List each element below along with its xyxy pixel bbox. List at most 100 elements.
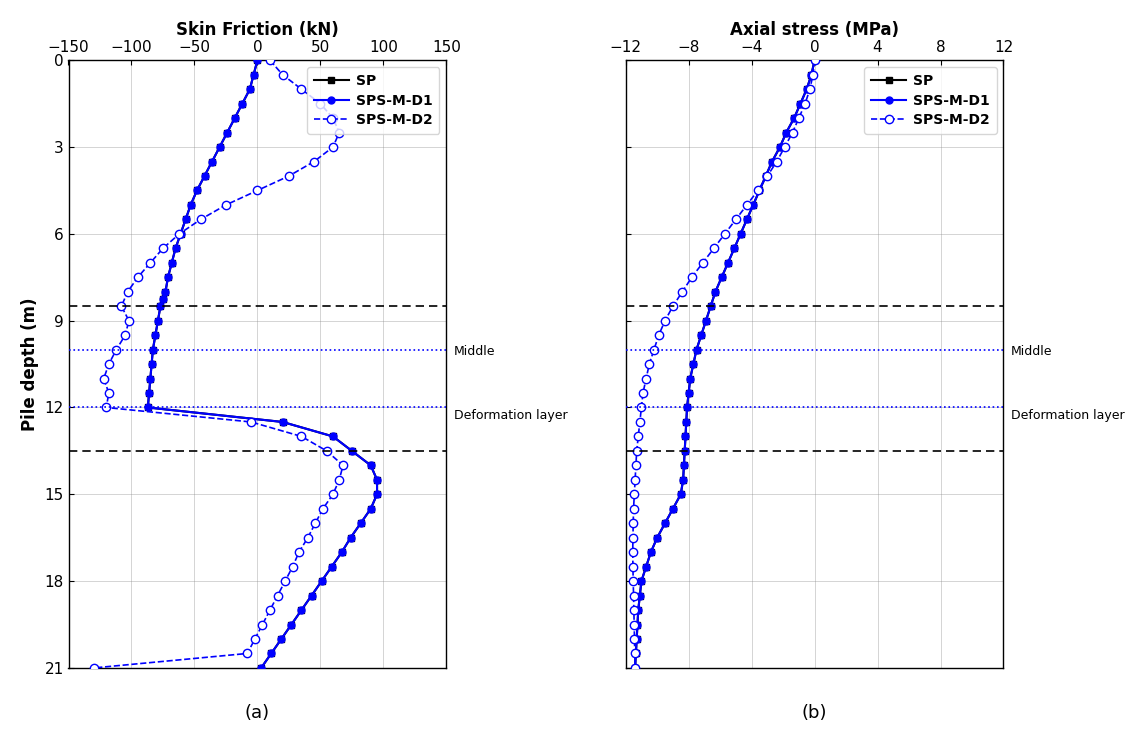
SPS-M-D2 (307, 157, 321, 166)
SPS-M-D1 (295, 605, 308, 614)
SP (141, 403, 155, 412)
SP (254, 663, 268, 672)
SPS-M-D1 (728, 244, 741, 253)
SPS-M-D2 (740, 201, 754, 210)
SPS-M-D1 (804, 70, 818, 79)
SPS-M-D2 (633, 417, 646, 426)
SPS-M-D1 (683, 374, 697, 383)
SP (156, 294, 170, 303)
SP (674, 490, 688, 499)
SPS-M-D1 (143, 374, 157, 383)
SPS-M-D2 (100, 403, 113, 412)
SPS-M-D1 (753, 186, 767, 195)
SPS-M-D1 (276, 417, 290, 426)
SPS-M-D2 (799, 99, 813, 108)
SPS-M-D2 (808, 56, 822, 64)
SPS-M-D1 (793, 99, 807, 108)
Line: SPS-M-D2: SPS-M-D2 (629, 56, 818, 672)
SP (753, 186, 767, 195)
SP (676, 476, 690, 485)
SPS-M-D2 (627, 505, 641, 514)
SPS-M-D2 (327, 113, 340, 122)
SP (629, 649, 643, 658)
SPS-M-D1 (274, 634, 288, 643)
SPS-M-D2 (282, 172, 296, 181)
Line: SP: SP (144, 57, 380, 671)
SP (630, 634, 644, 643)
SPS-M-D1 (699, 316, 713, 325)
SPS-M-D1 (682, 388, 696, 397)
SP (162, 273, 175, 282)
SPS-M-D2 (270, 591, 284, 600)
SP (327, 432, 340, 441)
SPS-M-D1 (779, 128, 793, 137)
SPS-M-D2 (102, 388, 116, 397)
SP (295, 605, 308, 614)
SPS-M-D1 (354, 519, 368, 528)
SPS-M-D1 (149, 330, 163, 339)
SPS-M-D1 (162, 273, 175, 282)
SPS-M-D2 (685, 273, 699, 282)
SP (246, 70, 260, 79)
SPS-M-D2 (803, 84, 817, 93)
SP (808, 56, 822, 64)
SPS-M-D1 (235, 99, 249, 108)
SP (639, 562, 653, 571)
SP (197, 172, 211, 181)
SPS-M-D1 (213, 142, 227, 151)
SPS-M-D2 (123, 316, 136, 325)
SPS-M-D2 (626, 548, 639, 556)
SPS-M-D1 (142, 388, 156, 397)
SP (682, 388, 696, 397)
SPS-M-D1 (766, 157, 779, 166)
SPS-M-D2 (102, 359, 116, 368)
SPS-M-D1 (174, 230, 188, 239)
Text: Deformation layer: Deformation layer (1011, 409, 1124, 422)
SP (364, 505, 378, 514)
SPS-M-D2 (626, 562, 639, 571)
SPS-M-D2 (751, 186, 764, 195)
SPS-M-D1 (165, 259, 179, 268)
SP (804, 70, 818, 79)
SP (265, 649, 278, 658)
SPS-M-D2 (770, 157, 784, 166)
SP (284, 620, 298, 629)
SP (151, 316, 165, 325)
SPS-M-D1 (220, 128, 234, 137)
Text: Middle: Middle (1011, 345, 1052, 359)
SPS-M-D1 (179, 215, 193, 224)
SP (174, 230, 188, 239)
SPS-M-D1 (633, 591, 646, 600)
SPS-M-D2 (729, 215, 743, 224)
SPS-M-D1 (787, 113, 801, 122)
SPS-M-D2 (285, 562, 299, 571)
SP (678, 432, 692, 441)
SP (146, 345, 159, 354)
SPS-M-D2 (143, 259, 157, 268)
SP (728, 244, 741, 253)
SP (658, 519, 672, 528)
SP (704, 302, 717, 310)
SPS-M-D2 (696, 259, 709, 268)
SP (694, 330, 708, 339)
SPS-M-D2 (627, 519, 641, 528)
Text: Deformation layer: Deformation layer (454, 409, 567, 422)
SPS-M-D1 (658, 519, 672, 528)
SPS-M-D1 (335, 548, 348, 556)
SP (144, 359, 158, 368)
SPS-M-D1 (644, 548, 658, 556)
SP (335, 548, 348, 556)
SP (354, 519, 368, 528)
SPS-M-D1 (677, 461, 691, 470)
SPS-M-D2 (628, 634, 642, 643)
SPS-M-D2 (316, 505, 330, 514)
SP (793, 99, 807, 108)
SPS-M-D2 (327, 142, 340, 151)
SPS-M-D1 (677, 447, 691, 456)
SPS-M-D1 (315, 576, 329, 585)
SPS-M-D1 (370, 476, 384, 485)
SP (274, 634, 288, 643)
SP (644, 548, 658, 556)
SPS-M-D2 (806, 70, 819, 79)
SP (686, 359, 700, 368)
